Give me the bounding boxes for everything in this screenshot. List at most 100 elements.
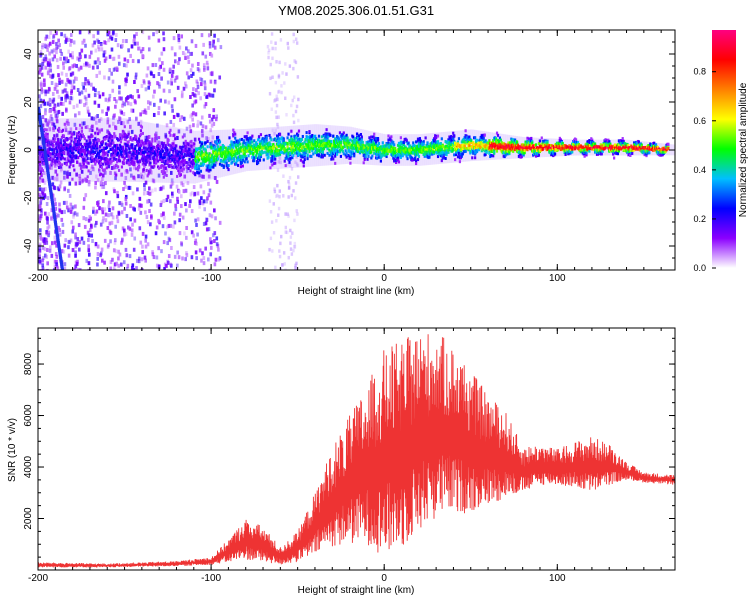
heatmap-cell bbox=[210, 214, 214, 219]
heatmap-cell bbox=[116, 160, 119, 164]
heatmap-cell bbox=[210, 145, 213, 149]
heatmap-cell bbox=[303, 140, 306, 144]
heatmap-cell bbox=[215, 114, 218, 119]
heatmap-cell bbox=[179, 173, 183, 177]
heatmap-cell bbox=[82, 205, 86, 210]
heatmap-cell bbox=[126, 119, 130, 124]
heatmap-cell bbox=[40, 72, 44, 77]
heatmap-cell bbox=[102, 154, 106, 159]
heatmap-cell bbox=[46, 268, 49, 270]
heatmap-cell bbox=[148, 191, 152, 196]
heatmap-cell bbox=[62, 134, 65, 138]
heatmap-cell bbox=[208, 113, 211, 118]
heatmap-cell bbox=[74, 113, 77, 118]
heatmap-cell bbox=[293, 142, 296, 146]
heatmap-cell bbox=[288, 160, 291, 164]
heatmap-cell bbox=[78, 127, 82, 132]
heatmap-cell bbox=[177, 171, 181, 175]
heatmap-cell bbox=[45, 237, 48, 242]
heatmap-cell bbox=[88, 128, 92, 133]
heatmap-cell bbox=[241, 158, 244, 162]
heatmap-cell bbox=[138, 142, 142, 146]
heatmap-cell bbox=[258, 158, 262, 162]
heatmap-cell bbox=[47, 157, 50, 161]
heatmap-cell bbox=[131, 146, 134, 150]
heatmap-cell bbox=[137, 59, 140, 64]
heatmap-cell bbox=[185, 225, 188, 230]
heatmap-cell bbox=[173, 52, 177, 57]
heatmap-cell bbox=[284, 225, 287, 230]
heatmap-cell bbox=[225, 161, 228, 165]
heatmap-cell bbox=[325, 141, 328, 145]
heatmap-cell bbox=[447, 150, 450, 154]
heatmap-cell bbox=[54, 82, 58, 87]
heatmap-cell bbox=[43, 247, 47, 252]
heatmap-cell bbox=[53, 176, 56, 181]
heatmap-cell bbox=[84, 193, 88, 198]
heatmap-cell bbox=[43, 253, 47, 258]
heatmap-cell bbox=[63, 266, 67, 270]
heatmap-cell bbox=[257, 153, 261, 157]
heatmap-cell bbox=[439, 142, 442, 146]
heatmap-cell bbox=[438, 146, 442, 150]
heatmap-cell bbox=[52, 268, 56, 270]
heatmap-cell bbox=[103, 40, 106, 45]
heatmap-cell bbox=[137, 165, 141, 169]
heatmap-cell bbox=[137, 94, 141, 99]
heatmap-cell bbox=[71, 149, 74, 153]
heatmap-cell bbox=[113, 189, 116, 194]
heatmap-cell bbox=[67, 253, 71, 258]
heatmap-cell bbox=[402, 141, 405, 145]
heatmap-cell bbox=[390, 145, 393, 149]
heatmap-cell bbox=[97, 138, 101, 142]
heatmap-cell bbox=[76, 56, 80, 61]
heatmap-cell bbox=[415, 162, 418, 166]
heatmap-cell bbox=[121, 237, 124, 242]
heatmap-cell bbox=[221, 148, 224, 152]
heatmap-cell bbox=[44, 57, 48, 62]
heatmap-cell bbox=[190, 209, 194, 214]
heatmap-cell bbox=[149, 157, 152, 161]
heatmap-cell bbox=[147, 135, 151, 140]
heatmap-cell bbox=[287, 154, 290, 158]
heatmap-cell bbox=[124, 184, 127, 189]
heatmap-cell bbox=[338, 131, 342, 135]
heatmap-cell bbox=[102, 216, 105, 221]
heatmap-cell bbox=[174, 137, 177, 141]
heatmap-cell bbox=[292, 153, 295, 157]
heatmap-cell bbox=[106, 244, 110, 249]
heatmap-cell bbox=[42, 256, 45, 261]
heatmap-cell bbox=[87, 268, 90, 270]
heatmap-cell bbox=[339, 139, 342, 143]
heatmap-cell bbox=[122, 149, 125, 153]
heatmap-cell bbox=[82, 38, 86, 43]
heatmap-cell bbox=[190, 73, 193, 78]
heatmap-cell bbox=[366, 151, 369, 155]
heatmap-cell bbox=[117, 157, 121, 161]
heatmap-cell bbox=[428, 145, 431, 149]
heatmap-cell bbox=[216, 155, 219, 159]
heatmap-cell bbox=[194, 172, 197, 176]
heatmap-cell bbox=[353, 152, 356, 156]
heatmap-cell bbox=[44, 111, 47, 116]
heatmap-cell bbox=[153, 89, 156, 94]
heatmap-cell bbox=[241, 144, 244, 148]
heatmap-cell bbox=[178, 169, 182, 173]
heatmap-cell bbox=[214, 163, 217, 167]
heatmap-cell bbox=[190, 146, 193, 151]
heatmap-cell bbox=[296, 212, 299, 216]
heatmap-cell bbox=[69, 145, 72, 149]
heatmap-cell bbox=[179, 148, 182, 153]
heatmap-cell bbox=[39, 82, 43, 87]
heatmap-cell bbox=[44, 118, 47, 123]
heatmap-cell bbox=[122, 121, 125, 126]
heatmap-cell bbox=[329, 144, 332, 148]
heatmap-cell bbox=[203, 86, 207, 91]
heatmap-cell bbox=[297, 175, 300, 179]
heatmap-cell bbox=[233, 131, 236, 135]
heatmap-cell bbox=[87, 244, 90, 249]
heatmap-cell bbox=[167, 260, 170, 265]
heatmap-cell bbox=[144, 150, 147, 154]
heatmap-cell bbox=[286, 136, 289, 140]
